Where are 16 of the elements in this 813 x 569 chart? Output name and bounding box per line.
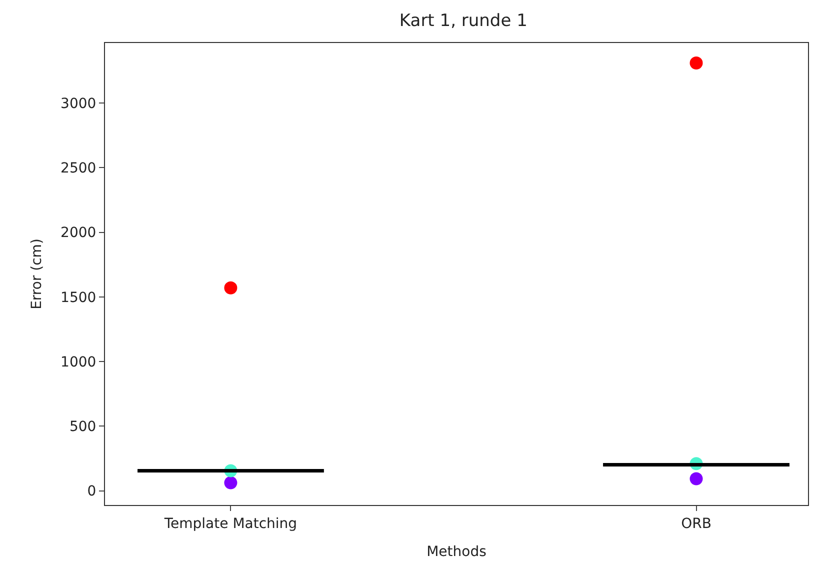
y-tick-label: 2500 xyxy=(60,160,96,177)
y-tick-label: 1500 xyxy=(60,290,96,306)
chart-title: Kart 1, runde 1 xyxy=(399,11,528,32)
point xyxy=(690,56,703,70)
y-axis-title: Error (cm) xyxy=(29,238,46,310)
y-tick-label: 3000 xyxy=(60,96,96,112)
x-tick-label: Template Matching xyxy=(163,516,298,532)
x-axis-title: Methods xyxy=(426,544,486,560)
y-tick-label: 500 xyxy=(69,419,96,436)
y-tick-label: 1000 xyxy=(60,354,96,370)
point xyxy=(690,472,703,486)
y-tick-label: 0 xyxy=(87,484,96,500)
point xyxy=(224,476,238,490)
x-tick-label: ORB xyxy=(681,516,712,532)
point xyxy=(224,281,238,294)
y-tick-label: 2000 xyxy=(60,225,96,242)
